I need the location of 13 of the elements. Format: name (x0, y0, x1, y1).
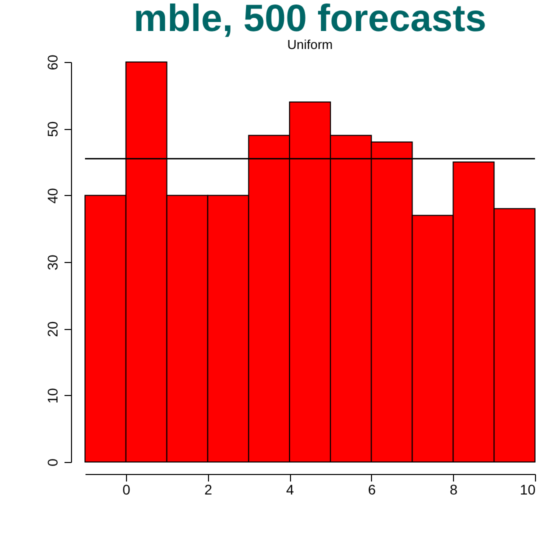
x-tick-label: 8 (450, 482, 458, 498)
y-tick-label: 30 (44, 254, 60, 270)
y-tick-label: 0 (44, 458, 60, 466)
x-tick-label: 10 (520, 482, 536, 498)
x-tick-label: 4 (286, 482, 294, 498)
x-tick-label: 0 (122, 482, 131, 498)
y-tick-label: 50 (44, 121, 60, 137)
x-tick-label: 6 (368, 482, 376, 498)
y-tick-label: 60 (44, 54, 60, 70)
y-tick-label: 20 (44, 321, 60, 337)
x-tick-label: 2 (204, 482, 212, 498)
y-tick-label: 10 (44, 388, 60, 404)
y-tick-label: 40 (44, 188, 60, 204)
